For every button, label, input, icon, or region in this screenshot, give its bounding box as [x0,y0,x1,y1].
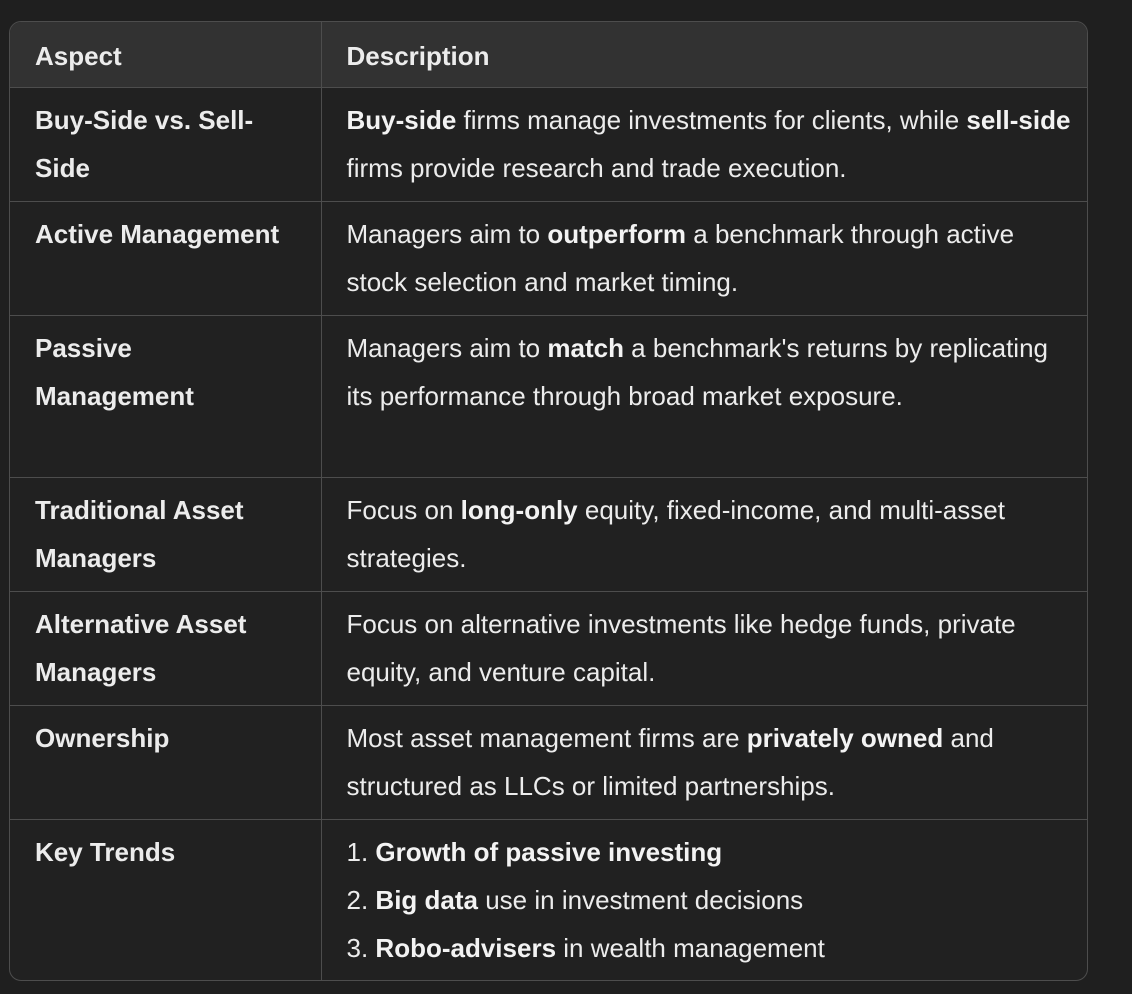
table-row: Active Management Managers aim to outper… [10,201,1087,316]
table-row: Key Trends 1. Growth of passive investin… [10,819,1087,981]
description-cell: Managers aim to outperform a benchmark t… [321,201,1087,316]
table-row: Ownership Most asset management firms ar… [10,705,1087,820]
trend-item: 1. Growth of passive investing [346,837,723,867]
table-row: Passive Management Managers aim to match… [10,315,1087,478]
aspect-cell: Alternative Asset Managers [10,591,322,706]
table-body: Buy-Side vs. Sell-Side Buy-side firms ma… [10,87,1087,981]
trend-item: 2. Big data use in investment decisions [346,885,804,915]
aspect-cell: Active Management [10,201,322,316]
aspect-cell: Ownership [10,705,322,820]
table-row: Traditional Asset Managers Focus on long… [10,477,1087,592]
aspect-cell: Passive Management [10,315,322,478]
description-cell: 1. Growth of passive investing 2. Big da… [321,820,1087,981]
description-cell: Managers aim to match a benchmark's retu… [321,315,1087,478]
aspect-cell: Buy-Side vs. Sell-Side [10,87,322,202]
header-description: Description [321,22,1087,88]
description-cell: Focus on alternative investments like he… [321,591,1087,706]
table-header: Aspect Description [10,22,1087,88]
comparison-table: Aspect Description Buy-Side vs. Sell-Sid… [9,21,1088,981]
trend-item: 3. Robo-advisers in wealth management [346,933,825,963]
description-cell: Buy-side firms manage investments for cl… [321,87,1087,202]
header-row: Aspect Description [10,22,1087,88]
table-row: Alternative Asset Managers Focus on alte… [10,591,1087,706]
table: Aspect Description Buy-Side vs. Sell-Sid… [10,22,1087,981]
description-cell: Most asset management firms are privatel… [321,705,1087,820]
header-aspect: Aspect [10,22,322,88]
description-cell: Focus on long-only equity, fixed-income,… [321,477,1087,592]
aspect-cell: Traditional Asset Managers [10,477,322,592]
table-row: Buy-Side vs. Sell-Side Buy-side firms ma… [10,87,1087,202]
aspect-cell: Key Trends [10,819,322,980]
